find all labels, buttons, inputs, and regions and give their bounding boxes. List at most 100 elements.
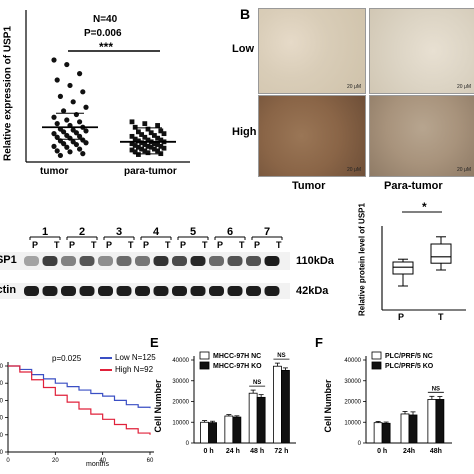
blot-actin-lane — [190, 286, 206, 296]
panel-f-legend-label: PLC/PRF/5 NC — [385, 353, 433, 360]
blot-usp1-lane — [264, 256, 280, 266]
panel-a-point-tumor — [80, 89, 86, 95]
micrograph-high-paratumor: 20 μM — [369, 95, 474, 177]
panel-e-x-tick-label: 48 h — [250, 448, 264, 455]
panel-a-n-text: N=40 — [93, 14, 118, 25]
panel-a-point-tumor — [77, 119, 83, 125]
panel-e-x-tick-label: 72 h — [274, 448, 288, 455]
panel-a-point-tumor — [54, 148, 60, 154]
micrograph-low-tumor: 20 μM — [258, 8, 366, 94]
blot-bands — [24, 236, 283, 296]
panel-a-point-tumor — [83, 128, 89, 134]
survival-y-tick-label: 20 — [0, 433, 4, 439]
blot-actin-lane — [79, 286, 95, 296]
panel-a-point-para — [132, 124, 138, 130]
panel-a-point-para — [152, 146, 157, 152]
blot-usp1-lane — [246, 256, 261, 266]
panel-a-point-tumor — [61, 129, 67, 135]
panel-e-y-tick-label: 10000 — [172, 420, 189, 426]
panel-e-letter: E — [150, 335, 159, 350]
panel-a-point-para — [139, 146, 144, 152]
blot-pt-label: P — [32, 240, 39, 250]
blot-pt-label: P — [254, 240, 261, 250]
panel-f-letter: F — [315, 335, 323, 350]
blot-actin-lane — [98, 286, 113, 296]
blot-usp1-lane — [42, 256, 58, 266]
legend-low-swatch — [100, 356, 112, 359]
survival-legend-low: Low N=125 — [100, 353, 156, 362]
panel-a-point-tumor — [77, 133, 83, 139]
survival-x-tick-label: 60 — [147, 458, 154, 464]
panel-a-point-para — [155, 142, 160, 147]
panel-f-bar — [381, 422, 391, 444]
panel-e-legend-swatch — [199, 361, 210, 370]
panel-a-point-tumor — [54, 121, 60, 127]
panel-e-legend-label: MHCC-97H KO — [213, 363, 262, 370]
panel-a-point-para — [148, 130, 154, 136]
panel-a-point-tumor — [57, 93, 64, 99]
blot-label-actin: β-actin — [0, 284, 17, 296]
panel-a-point-para — [129, 133, 135, 139]
blot-actin-lane — [246, 286, 261, 296]
panel-a-point-para — [129, 119, 135, 125]
panel-a-point-tumor — [73, 130, 79, 136]
panel-b-col-para: Para-tumor — [384, 180, 443, 192]
panel-e-legend-label: MHCC-97H NC — [213, 353, 261, 360]
panel-a-point-para — [155, 123, 160, 128]
panel-a-point-tumor — [77, 71, 83, 77]
survival-p-text: p=0.025 — [52, 354, 82, 363]
panel-f-x-tick-label: 0 h — [377, 448, 387, 455]
blot-pt-label: P — [217, 240, 224, 250]
panel-a-point-para — [158, 128, 164, 134]
blot-actin-lane — [264, 286, 280, 296]
blot-pt-label: T — [165, 240, 171, 250]
blot-usp1-lane — [227, 256, 243, 266]
panel-a-point-para — [145, 150, 151, 156]
blot-usp1-lane — [98, 256, 113, 266]
panel-a-p-text: P=0.006 — [84, 28, 122, 39]
blot-actin-lane — [172, 286, 187, 296]
blot-usp1-lane — [61, 256, 76, 266]
panel-a-point-tumor — [64, 117, 70, 123]
panel-e-y-tick-label: 30000 — [172, 379, 189, 385]
blot-actin-lane — [227, 286, 243, 296]
survival-x-tick-label: 0 — [6, 458, 10, 464]
panel-f-legend-swatch — [371, 351, 382, 360]
blot-usp1-lane — [209, 256, 224, 266]
survival-x-tick-label: 20 — [52, 458, 59, 464]
panel-f-bar — [435, 399, 445, 444]
panel-a-point-para — [139, 132, 144, 137]
blot-usp1-lane — [190, 256, 206, 266]
blot-pt-label: T — [54, 240, 60, 250]
panel-a-point-tumor — [67, 149, 73, 155]
panel-f-legend-swatch — [371, 361, 382, 370]
legend-high-swatch — [100, 368, 112, 371]
blot-usp1-lane — [153, 256, 169, 266]
blot-lane-number: 5 — [190, 226, 197, 238]
panel-e-ns-label: NS — [277, 353, 285, 359]
blot-lane-number: 7 — [264, 226, 271, 238]
blot-pt-label: T — [276, 240, 282, 250]
panel-f-bar — [427, 399, 437, 444]
survival-x-tick-label: 40 — [99, 458, 106, 464]
panel-a-point-tumor — [51, 131, 57, 137]
survival-y-tick-label: 100 — [0, 364, 4, 370]
blot-label-usp1: USP1 — [0, 254, 17, 266]
panel-d-sig: * — [422, 200, 427, 214]
panel-a-point-tumor — [61, 108, 67, 114]
panel-a-point-para — [136, 138, 141, 144]
panel-e-y-tick-label: 20000 — [172, 400, 189, 406]
legend-high-label: High N=92 — [115, 365, 154, 374]
blot-lane-number: 6 — [227, 226, 234, 238]
micrograph-high-tumor: 20 μM — [258, 95, 366, 177]
panel-f-bar — [373, 422, 383, 444]
panel-a-point-para — [155, 148, 160, 154]
panel-a-cat-tumor: tumor — [40, 166, 69, 177]
panel-f-bar — [400, 413, 410, 444]
panel-f-y-tick-label: 10000 — [344, 420, 361, 426]
panel-a-scatter — [25, 10, 190, 163]
panel-a-point-para — [145, 137, 151, 143]
